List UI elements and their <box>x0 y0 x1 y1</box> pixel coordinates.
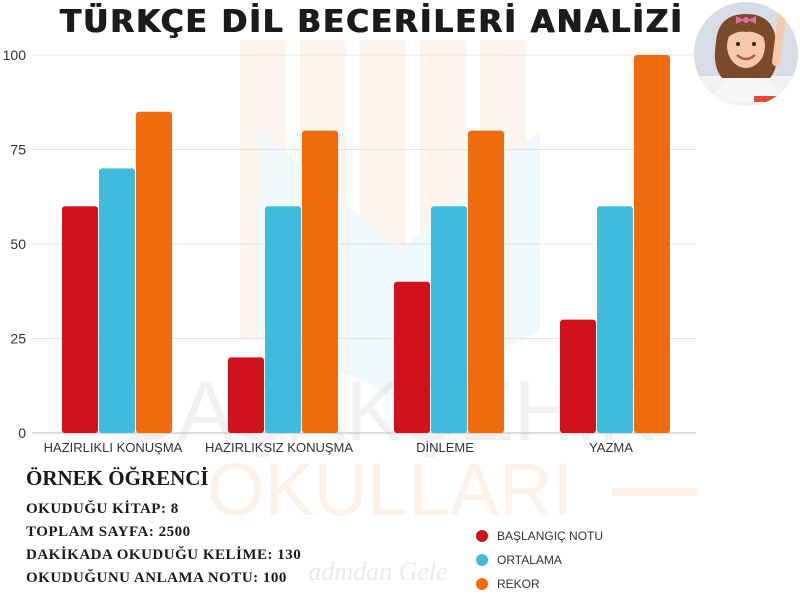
legend-item-baslangic: BAŞLANGIÇ NOTU <box>476 524 603 548</box>
student-comprehension-score: OKUDUĞUNU ANLAMA NOTU: 100 <box>26 570 287 586</box>
y-tick-label: 25 <box>10 331 26 347</box>
bar <box>468 130 504 433</box>
chart-legend: BAŞLANGIÇ NOTU ORTALAMA REKOR <box>476 524 603 596</box>
legend-label: BAŞLANGIÇ NOTU <box>497 529 604 543</box>
bar <box>394 281 430 433</box>
legend-label: ORTALAMA <box>497 553 562 567</box>
bar <box>136 111 172 433</box>
legend-item-rekor: REKOR <box>476 572 603 596</box>
y-tick-label: 75 <box>10 142 26 158</box>
student-total-pages: TOPLAM SAYFA: 2500 <box>26 524 191 540</box>
student-words-per-minute: DAKİKADA OKUDUĞU KELİME: 130 <box>26 547 302 563</box>
x-tick-label: HAZIRLIKSIZ KONUŞMA <box>205 440 353 455</box>
bar <box>99 168 135 433</box>
chart-title: TÜRKÇE DİL BECERİLERİ ANALİZİ <box>60 4 684 40</box>
bar <box>228 357 264 433</box>
legend-label: REKOR <box>497 577 540 591</box>
student-book-count: OKUDUĞU KİTAP: 8 <box>26 501 179 517</box>
x-tick-label: YAZMA <box>589 440 633 455</box>
bar <box>634 55 670 433</box>
bar <box>265 206 301 433</box>
y-tick-label: 100 <box>3 47 27 63</box>
bar <box>560 319 596 433</box>
legend-item-ortalama: ORTALAMA <box>476 548 603 572</box>
student-info: ÖRNEK ÖĞRENCİ OKUDUĞU KİTAP: 8 TOPLAM SA… <box>26 466 301 590</box>
legend-swatch <box>476 530 488 542</box>
legend-swatch <box>476 578 488 590</box>
student-heading: ÖRNEK ÖĞRENCİ <box>26 466 209 490</box>
bar <box>431 206 467 433</box>
y-tick-label: 0 <box>18 425 26 441</box>
x-tick-label: HAZIRLIKLI KONUŞMA <box>44 440 183 455</box>
y-tick-label: 50 <box>10 236 26 252</box>
bar <box>302 130 338 433</box>
bar <box>597 206 633 433</box>
x-tick-label: DİNLEME <box>416 440 474 455</box>
bar <box>62 206 98 433</box>
legend-swatch <box>476 554 488 566</box>
